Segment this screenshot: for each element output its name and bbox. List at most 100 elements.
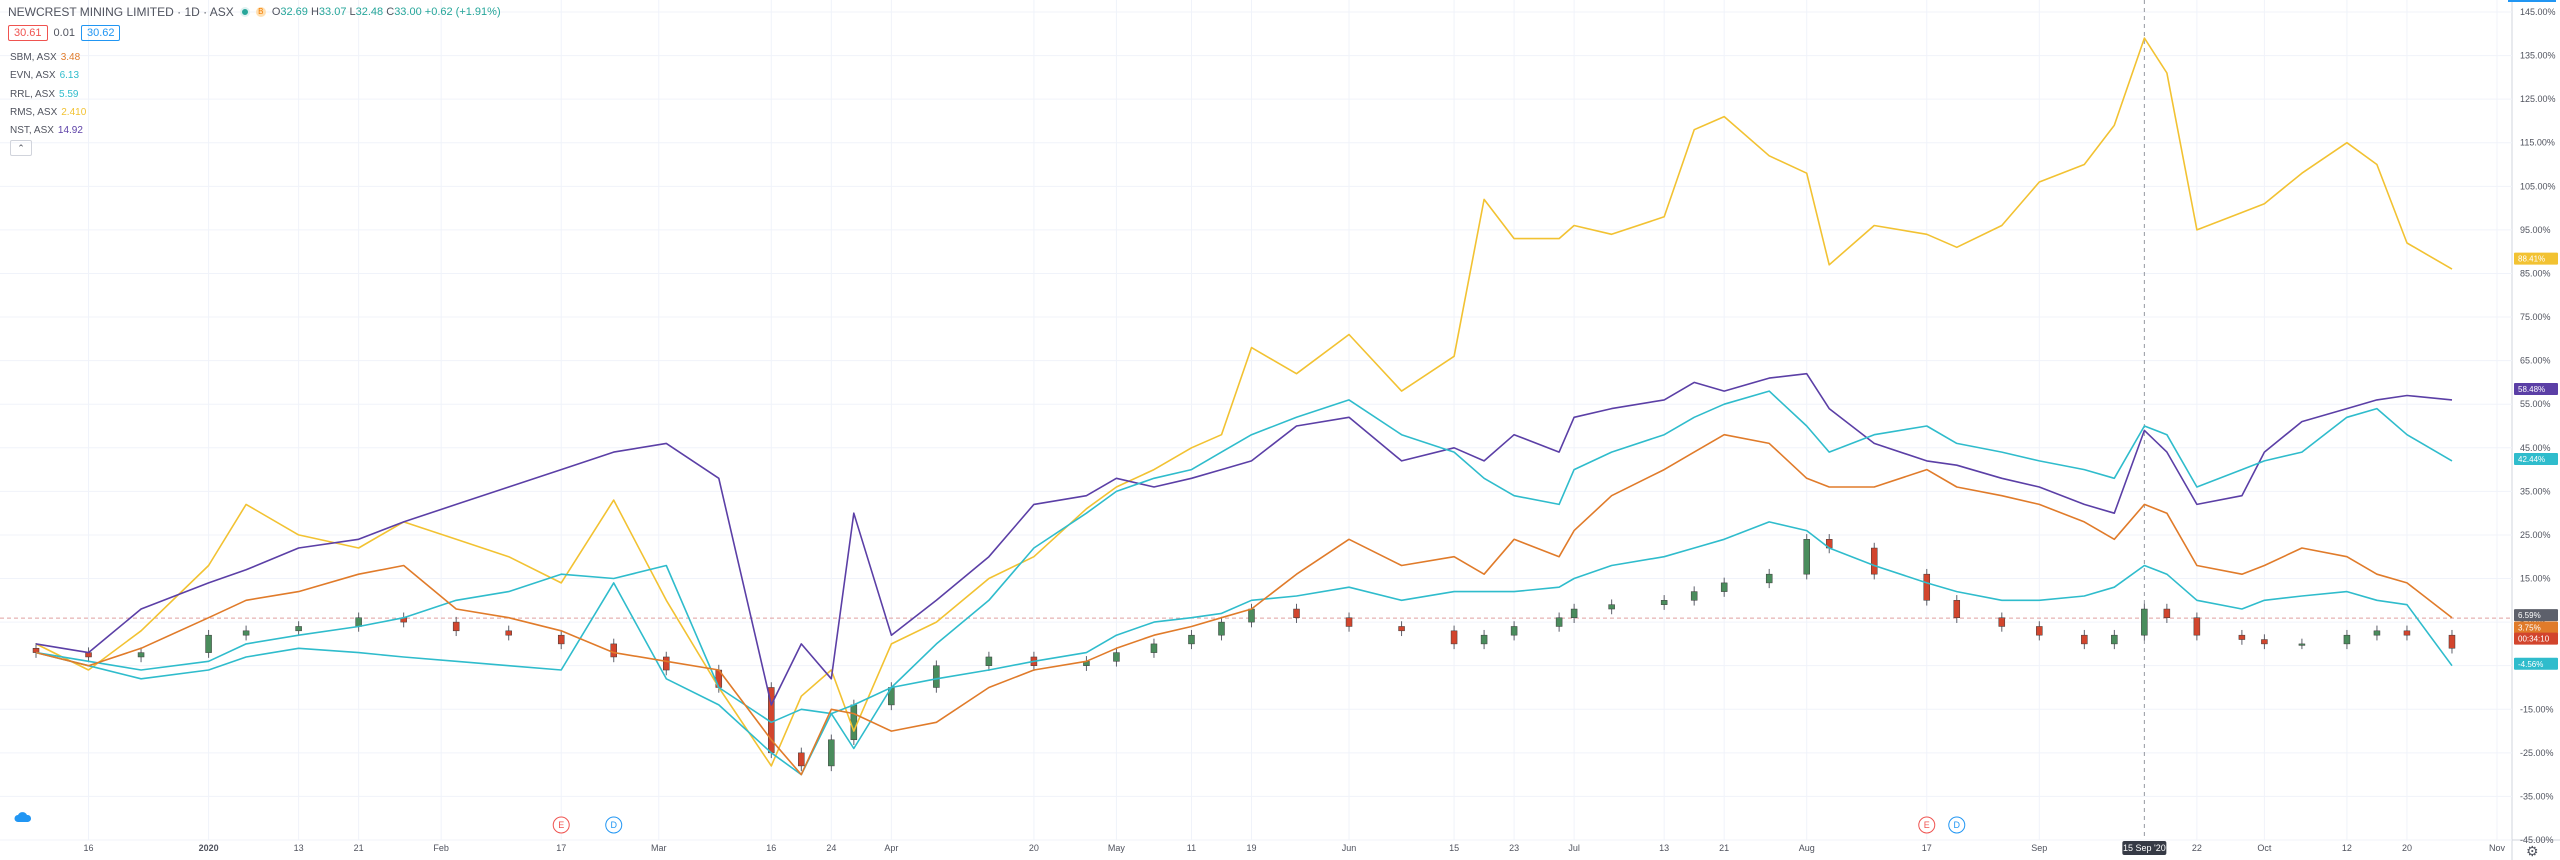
candle	[798, 752, 805, 767]
chevron-up-icon[interactable]: ⌃	[10, 140, 32, 156]
y-tick-label: 95.00%	[2520, 225, 2551, 235]
market-badge: B	[255, 7, 266, 17]
candle	[1660, 600, 1668, 605]
candle	[137, 652, 145, 658]
x-tick-label: May	[1108, 843, 1126, 853]
candle	[1345, 617, 1353, 627]
high-value: 33.07	[318, 6, 347, 18]
series-line-sbm	[35, 433, 2453, 776]
compare-legend: SBM, ASX 3.48 EVN, ASX 6.13 RRL, ASX 5.59 RMS,…	[10, 49, 86, 140]
legend-item[interactable]: SBM, ASX 3.48	[10, 49, 86, 67]
price-label: 58.48%	[2518, 385, 2545, 394]
y-tick-label: 65.00%	[2520, 356, 2551, 366]
x-tick-label: 21	[354, 843, 364, 853]
x-tick-label: Mar	[651, 843, 667, 853]
candle	[2111, 634, 2118, 645]
y-tick-label: 45.00%	[2520, 443, 2551, 453]
x-tick-label: Aug	[1799, 843, 1815, 853]
event-marker[interactable]	[605, 816, 623, 834]
legend-item[interactable]: RRL, ASX 5.59	[10, 86, 86, 104]
legend-item[interactable]: EVN, ASX 6.13	[10, 67, 86, 85]
candle	[1555, 617, 1563, 627]
y-tick-label: 85.00%	[2520, 268, 2551, 278]
candle	[2261, 639, 2268, 645]
event-marker[interactable]	[1948, 816, 1966, 834]
gear-icon[interactable]: ⚙	[2526, 843, 2539, 859]
candle	[2403, 630, 2411, 636]
candle	[2163, 608, 2171, 618]
price-label: 42.44%	[2518, 455, 2545, 464]
legend-symbol: RMS, ASX	[10, 106, 58, 118]
x-tick-label: Jun	[1342, 843, 1357, 853]
series-line-rms	[35, 37, 2453, 767]
y-tick-label: 135.00%	[2520, 51, 2556, 61]
price-label-box	[2514, 452, 2558, 465]
crosshair-date-box	[2122, 841, 2167, 855]
x-tick-label: 24	[826, 843, 836, 853]
price-label: 3.75%	[2518, 624, 2541, 633]
sell-button[interactable]: 30.61	[8, 25, 48, 41]
candle	[1690, 591, 1698, 601]
candle	[1570, 608, 1578, 618]
candle	[1803, 539, 1810, 575]
legend-value: 14.92	[57, 125, 83, 137]
price-label: 00:34:10	[2518, 635, 2550, 644]
plot-area	[0, 0, 2512, 840]
legend-item[interactable]: RMS, ASX 2.410	[10, 104, 86, 122]
y-tick-label: -45.00%	[2520, 835, 2554, 845]
low-value: 32.48	[355, 6, 384, 18]
x-tick-label: 13	[1659, 843, 1669, 853]
candle	[1765, 573, 1773, 584]
price-axis-indicator	[2508, 0, 2556, 2]
candle	[2298, 643, 2306, 646]
candle	[2448, 634, 2456, 649]
candle	[2193, 617, 2201, 636]
candle	[1720, 582, 1728, 592]
symbol-title[interactable]: NEWCREST MINING LIMITED · 1D · ASX	[8, 5, 234, 19]
candle	[1293, 608, 1300, 618]
x-tick-label: Feb	[433, 843, 449, 853]
legend-value: 2.410	[61, 106, 87, 118]
y-tick-label: -15.00%	[2520, 704, 2554, 714]
price-label: -4.56%	[2518, 660, 2543, 669]
candle	[2141, 608, 2148, 636]
price-label: 6.59%	[2518, 611, 2541, 620]
y-tick-label: 105.00%	[2520, 181, 2556, 191]
candle	[1608, 604, 1615, 610]
price-label-box	[2514, 252, 2558, 265]
bid-ask-row: 30.61 0.01 30.62	[8, 25, 121, 41]
chart-header: NEWCREST MINING LIMITED · 1D · ASX B O32…	[8, 5, 501, 19]
legend-item[interactable]: NST, ASX 14.92	[10, 122, 86, 140]
price-label-box	[2514, 609, 2558, 622]
candle	[1218, 621, 1225, 636]
x-tick-label: Sep	[2031, 843, 2047, 853]
price-label-box	[2514, 383, 2558, 396]
series-line-nst	[35, 372, 2453, 706]
y-tick-label: 75.00%	[2520, 312, 2551, 322]
y-tick-label: 35.00%	[2520, 486, 2551, 496]
candle	[1188, 634, 1195, 645]
x-tick-label: Jul	[1568, 843, 1580, 853]
legend-symbol: RRL, ASX	[10, 88, 56, 100]
buy-button[interactable]: 30.62	[80, 25, 121, 41]
legend-value: 6.13	[59, 70, 80, 82]
candle	[242, 630, 250, 636]
cloud-icon[interactable]	[14, 812, 32, 823]
y-tick-label: -35.00%	[2520, 791, 2554, 801]
candle	[1510, 626, 1518, 636]
x-tick-label: Oct	[2257, 843, 2272, 853]
x-tick-label: Apr	[884, 843, 898, 853]
series-line-evn	[35, 521, 2453, 776]
event-marker[interactable]	[552, 816, 570, 834]
candle	[205, 634, 212, 653]
x-tick-label: 17	[1922, 843, 1932, 853]
spread-value: 0.01	[53, 27, 75, 39]
x-tick-label: 11	[1187, 843, 1196, 853]
candle	[1953, 600, 1961, 618]
candle	[505, 630, 512, 636]
candle	[557, 634, 565, 645]
x-tick-label: Nov	[2489, 843, 2506, 853]
legend-symbol: SBM, ASX	[10, 52, 57, 63]
event-marker[interactable]	[1918, 816, 1936, 834]
